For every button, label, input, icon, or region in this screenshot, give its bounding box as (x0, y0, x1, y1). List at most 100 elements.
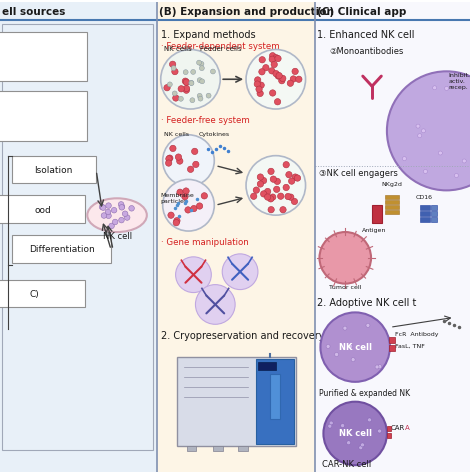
Circle shape (287, 80, 293, 86)
Circle shape (359, 446, 363, 450)
Circle shape (100, 205, 106, 210)
Circle shape (196, 203, 203, 209)
Circle shape (198, 96, 203, 101)
Circle shape (269, 68, 275, 74)
Circle shape (201, 192, 208, 199)
Circle shape (292, 68, 298, 74)
Circle shape (197, 78, 202, 82)
Circle shape (106, 203, 111, 209)
Circle shape (433, 86, 437, 90)
Circle shape (269, 56, 275, 63)
Circle shape (270, 194, 276, 201)
Circle shape (171, 65, 176, 71)
Bar (389, 337, 395, 343)
Bar (12, 155, 96, 183)
Circle shape (251, 193, 257, 200)
Circle shape (170, 145, 176, 152)
Text: Purified & expanded NK: Purified & expanded NK (319, 389, 410, 398)
Text: ②Monoantibodies: ②Monoantibodies (329, 46, 404, 55)
Circle shape (189, 81, 194, 86)
Circle shape (183, 87, 190, 93)
Circle shape (462, 159, 466, 163)
Text: CAR-NK cell: CAR-NK cell (322, 460, 372, 469)
Circle shape (200, 79, 205, 84)
Circle shape (256, 86, 262, 92)
Bar (430, 211, 437, 216)
Text: NK cell: NK cell (338, 343, 372, 352)
Circle shape (161, 49, 220, 109)
Circle shape (174, 218, 180, 224)
Circle shape (273, 186, 280, 192)
Circle shape (191, 70, 196, 74)
Circle shape (261, 191, 267, 197)
Circle shape (178, 96, 183, 101)
Circle shape (173, 95, 179, 101)
Circle shape (187, 166, 194, 173)
Bar (316, 2, 470, 472)
Circle shape (255, 77, 261, 83)
Text: FasL, TNF: FasL, TNF (395, 344, 425, 349)
Circle shape (173, 219, 180, 226)
Circle shape (290, 76, 297, 82)
Bar (0, 32, 87, 81)
Circle shape (349, 344, 353, 348)
Circle shape (246, 155, 306, 215)
Circle shape (273, 55, 279, 61)
Text: Feeder cells: Feeder cells (201, 46, 242, 53)
Text: CAR: CAR (391, 426, 405, 431)
Circle shape (189, 80, 194, 85)
Circle shape (164, 84, 170, 91)
Circle shape (319, 232, 371, 283)
Text: NK cell: NK cell (338, 429, 372, 438)
Text: NKg2d: NKg2d (382, 182, 402, 187)
Circle shape (175, 257, 211, 292)
Circle shape (197, 60, 201, 65)
Circle shape (259, 69, 265, 75)
Circle shape (268, 196, 274, 202)
Circle shape (283, 162, 289, 168)
Circle shape (329, 421, 333, 425)
Circle shape (418, 134, 422, 137)
Circle shape (259, 56, 265, 63)
Circle shape (183, 188, 189, 194)
Text: 2. Adoptive NK cell t: 2. Adoptive NK cell t (318, 298, 417, 308)
Circle shape (210, 69, 215, 74)
Text: 2. Cryopreservation and recovery: 2. Cryopreservation and recovery (161, 331, 324, 341)
Text: C): C) (30, 290, 39, 299)
Text: ell sources: ell sources (2, 7, 65, 17)
Bar (213, 447, 223, 451)
Circle shape (268, 168, 274, 174)
Circle shape (192, 161, 199, 168)
Circle shape (320, 312, 390, 382)
Circle shape (275, 55, 281, 62)
Circle shape (258, 82, 264, 88)
Text: A: A (405, 426, 410, 431)
Circle shape (254, 81, 261, 87)
Circle shape (292, 174, 299, 180)
Circle shape (270, 176, 276, 182)
Circle shape (246, 49, 306, 109)
Circle shape (199, 62, 204, 66)
Circle shape (163, 135, 214, 186)
Circle shape (278, 193, 284, 200)
Circle shape (119, 204, 125, 210)
Circle shape (292, 198, 298, 205)
Circle shape (183, 79, 190, 85)
Bar (0, 2, 157, 472)
Circle shape (346, 441, 351, 445)
Bar (238, 447, 248, 451)
Circle shape (402, 156, 406, 161)
Bar (419, 211, 429, 216)
Circle shape (182, 193, 188, 200)
Bar (157, 2, 316, 472)
Circle shape (323, 401, 387, 465)
Text: · Feeder-free system: · Feeder-free system (161, 116, 249, 125)
Text: NK cell: NK cell (102, 232, 132, 241)
Circle shape (257, 174, 264, 180)
Circle shape (416, 124, 420, 128)
Circle shape (129, 206, 134, 211)
Circle shape (366, 323, 370, 328)
Circle shape (283, 184, 289, 191)
Text: 1. Enhanced NK cell: 1. Enhanced NK cell (318, 30, 415, 40)
Circle shape (294, 175, 301, 181)
